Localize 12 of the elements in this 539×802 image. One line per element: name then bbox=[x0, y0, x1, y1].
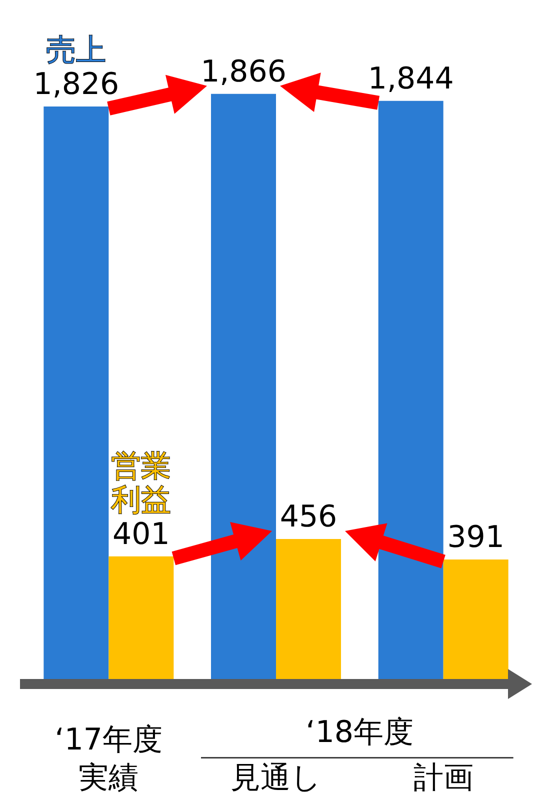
data-label: 1,826 bbox=[33, 67, 120, 102]
series-label: 営業利益 bbox=[111, 448, 172, 518]
data-label: 401 bbox=[112, 516, 170, 552]
text: ‘18年度 bbox=[306, 715, 414, 750]
data-label: 456 bbox=[280, 500, 338, 535]
x-tick-label: ‘17年度実績 bbox=[54, 722, 163, 796]
data-label: 1,844 bbox=[368, 61, 454, 96]
data-label: 1,866 bbox=[200, 54, 286, 90]
data-label: 391 bbox=[447, 520, 504, 556]
series-label: 売上 bbox=[46, 33, 106, 68]
x-tick-label: 計画 bbox=[413, 760, 474, 796]
x-tick-label: 見通し bbox=[230, 760, 322, 796]
